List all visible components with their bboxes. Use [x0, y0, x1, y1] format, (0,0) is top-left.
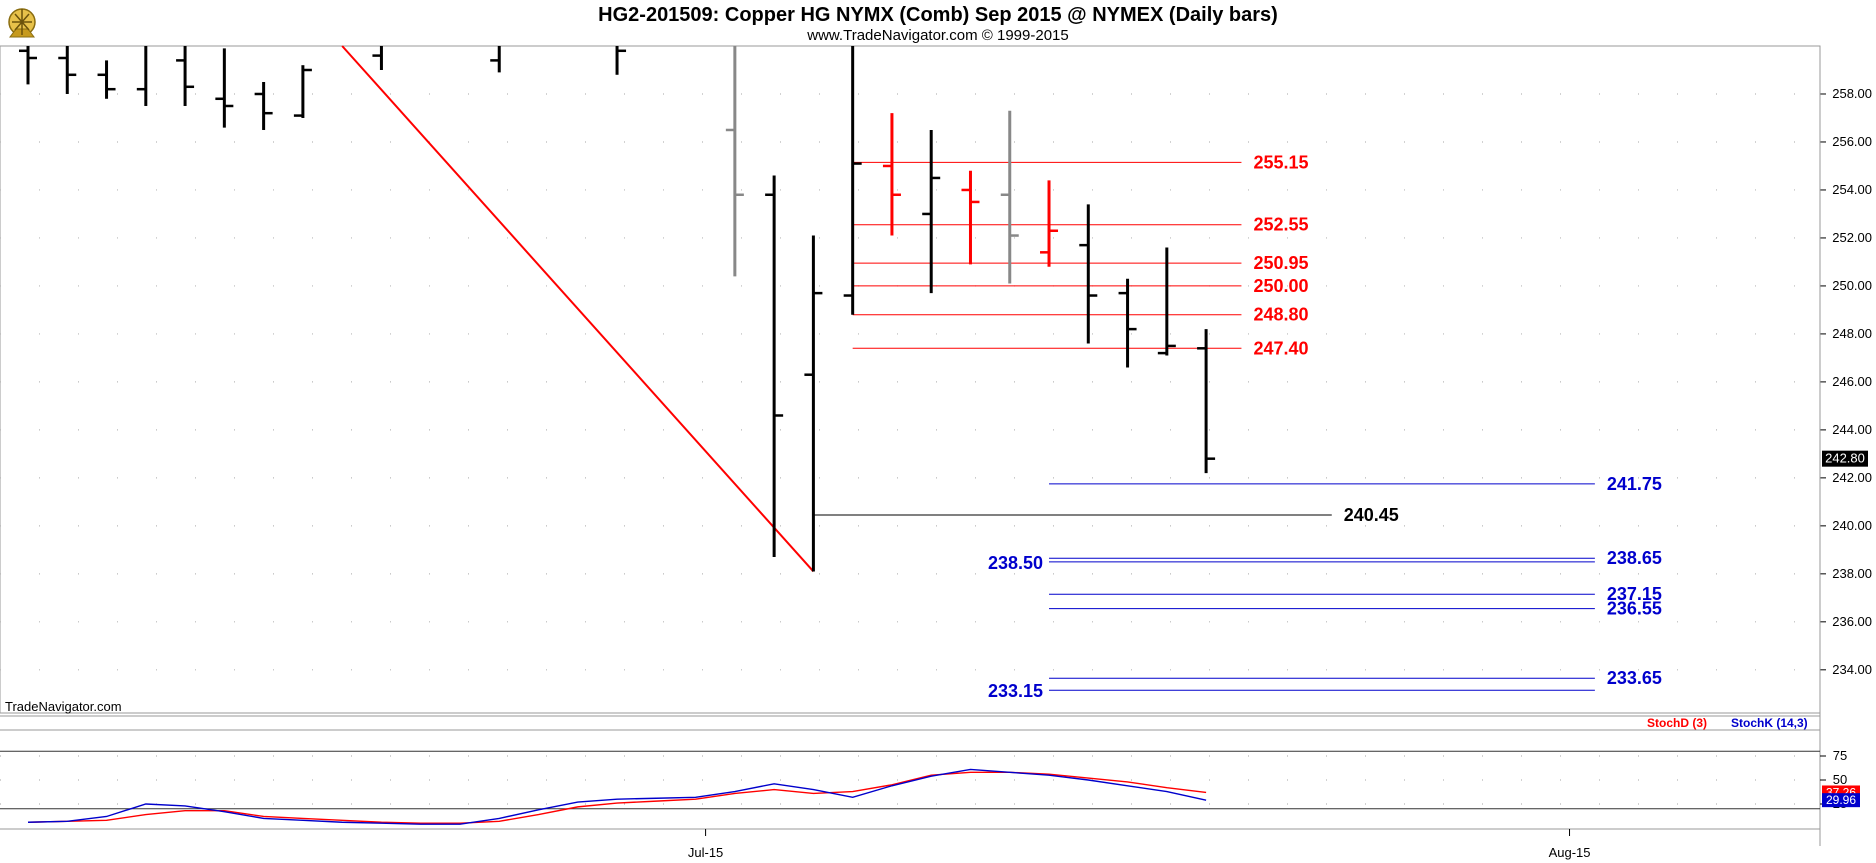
stochastic-last-box [1822, 793, 1860, 808]
chart-title: HG2-201509: Copper HG NYMX (Comb) Sep 20… [598, 4, 1278, 26]
level-label: 236.55 [1607, 599, 1662, 619]
price-bar [136, 46, 148, 106]
chart-subtitle: www.TradeNavigator.com © 1999-2015 [806, 27, 1068, 44]
price-bar [490, 46, 501, 73]
level-label: 240.45 [1344, 505, 1399, 525]
levels-layer: 255.15 252.55 250.95 250.00 248.80 247.40 240.… [813, 152, 1662, 701]
price-bar [725, 46, 744, 277]
level-label: 248.80 [1253, 305, 1308, 325]
level-label: 250.95 [1253, 253, 1308, 273]
y-tick-label: 246.00 [1832, 374, 1872, 389]
level-label: 252.55 [1253, 215, 1308, 235]
stochastic-legend: StochD (3) StochK (14,3) [1647, 716, 1808, 730]
level-label: 238.65 [1607, 548, 1662, 568]
price-bar [1079, 204, 1098, 344]
price-bars-layer [19, 46, 1216, 572]
price-bar [765, 175, 784, 558]
price-bar [19, 46, 37, 85]
legend-entry: StochD (3) [1647, 716, 1707, 730]
price-bar [615, 46, 627, 75]
price-bar [882, 113, 901, 236]
x-tick-label: Jul-15 [688, 845, 723, 860]
y-tick-label: 254.00 [1832, 182, 1872, 197]
x-tick-label: Aug-15 [1549, 845, 1591, 860]
trendline [341, 45, 815, 573]
level-label: 250.00 [1253, 276, 1308, 296]
indicator-tick-label: 75 [1833, 748, 1847, 763]
y-tick-label: 244.00 [1832, 422, 1872, 437]
price-bar [1157, 247, 1176, 356]
stochastic-line [27, 768, 1207, 825]
price-bar [293, 65, 312, 118]
y-tick-label: 238.00 [1832, 566, 1872, 581]
price-bar [1040, 180, 1059, 267]
price-bar [961, 170, 980, 265]
y-tick-label: 240.00 [1832, 518, 1872, 533]
stochastic-grid [0, 750, 1820, 810]
y-tick-label: 242.00 [1832, 470, 1872, 485]
y-tick-label: 252.00 [1832, 230, 1872, 245]
level-label: 233.65 [1607, 668, 1662, 688]
level-label: 238.50 [988, 553, 1043, 573]
legend-entry: StochK (14,3) [1731, 716, 1808, 730]
price-bar [372, 46, 383, 70]
last-price-label: 242.80 [1825, 451, 1865, 466]
level-label: 233.15 [988, 681, 1043, 701]
trendline-layer [341, 45, 815, 573]
y-tick-label: 248.00 [1832, 326, 1872, 341]
indicator-tick-label: 50 [1833, 772, 1847, 787]
level-label: 237.15 [1607, 584, 1662, 604]
price-bar [1197, 329, 1216, 474]
price-bar [922, 129, 941, 294]
y-tick-label: 234.00 [1832, 662, 1872, 677]
x-axis: Jul-15 Aug-15 [688, 829, 1591, 860]
last-price-marker: 242.80 [1822, 450, 1868, 467]
price-bar [1118, 278, 1137, 368]
price-bar [176, 46, 195, 106]
price-bar [215, 48, 234, 128]
y-tick-label: 256.00 [1832, 134, 1872, 149]
y-tick-label: 250.00 [1832, 278, 1872, 293]
watermark-text: TradeNavigator.com [5, 699, 122, 714]
price-bar [254, 81, 273, 130]
level-label: 241.75 [1607, 474, 1662, 494]
price-bar [97, 60, 116, 99]
y-tick-label: 236.00 [1832, 614, 1872, 629]
y-tick-label: 258.00 [1832, 86, 1872, 101]
price-panel: 234.00 236.00 238.00 240.00 242.00 244.00 246.… [0, 45, 1872, 846]
tradenavigator-logo-icon [8, 8, 36, 38]
price-bar [804, 235, 823, 572]
price-bar [1000, 110, 1019, 284]
price-bar [843, 46, 862, 315]
level-label: 247.40 [1253, 338, 1308, 358]
level-label: 255.15 [1253, 152, 1308, 172]
price-y-axis: 234.00 236.00 238.00 240.00 242.00 244.00 246.… [1820, 86, 1872, 677]
last-price-box [1822, 450, 1868, 467]
stochastic-last-label: 29.96 [1826, 793, 1856, 807]
price-bar [58, 46, 77, 94]
